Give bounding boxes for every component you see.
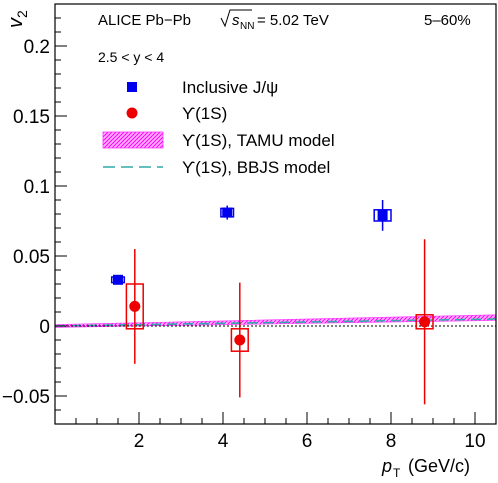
y-axis-title: v 2 [5,10,30,28]
x-axis-title: p T (GeV/c) [381,456,470,480]
y-axis-title-main: v [5,17,27,28]
jpsi-marker-2 [377,210,388,221]
legend-label: Inclusive J/ψ [182,78,278,97]
tamu-model-band [55,314,496,328]
legend-upsilon-marker [126,107,138,119]
legend: Inclusive J/ψ ϒ(1S) ϒ(1S), TAMU model ϒ(1S)… [102,78,335,177]
x-axis-title-unit: (GeV/c) [408,456,470,476]
upsilon-marker-2 [419,316,431,328]
x-tick-label: 10 [464,431,485,452]
energy-value: = 5.02 TeV [257,12,329,29]
sqrt-s-subscript: NN [240,21,254,32]
jpsi-marker-1 [222,207,233,218]
bbjs-model-line [55,318,496,327]
upsilon-marker-0 [129,300,141,312]
x-tick-label: 4 [218,431,229,452]
energy-label: s NN = 5.02 TeV [220,9,329,32]
legend-label: ϒ(1S), BBJS model [182,158,330,177]
upsilon-marker-1 [234,334,246,346]
y-tick-label: 0.05 [13,247,50,268]
y-tick-label: 0.15 [13,107,50,128]
centrality-label: 5–60% [424,12,471,29]
rapidity-label: 2.5 < y < 4 [98,49,164,65]
plot-frame [54,3,497,425]
y-tick-label: −0.05 [2,387,50,408]
upsilon-sys-box-0 [125,283,144,330]
upsilon-sys-box-1 [230,328,249,352]
x-axis-title-main: p [381,456,392,476]
collaboration-label: ALICE Pb−Pb [98,12,191,29]
x-axis-title-sub: T [393,466,401,480]
axes: 2 4 6 8 10 −0.05 0 0.05 0.1 0.15 0.2 [2,3,497,452]
jpsi-sys-box-2 [373,209,392,222]
x-tick-label: 2 [134,431,145,452]
upsilon-sys-box-2 [415,314,434,330]
jpsi-marker-0 [113,274,123,285]
x-tick-label: 8 [386,431,397,452]
y-tick-label: 0 [39,317,50,338]
legend-label: ϒ(1S) [182,104,227,123]
legend-tamu-band [102,131,164,149]
x-tick-label: 6 [302,431,313,452]
legend-label: ϒ(1S), TAMU model [182,131,335,150]
y-axis-title-sub: 2 [14,10,30,18]
y-tick-label: 0.2 [24,37,50,58]
legend-jpsi-marker [127,82,137,92]
y-tick-label: 0.1 [24,177,50,198]
sqrt-s-label: s [232,12,240,29]
plot-area [55,200,496,405]
